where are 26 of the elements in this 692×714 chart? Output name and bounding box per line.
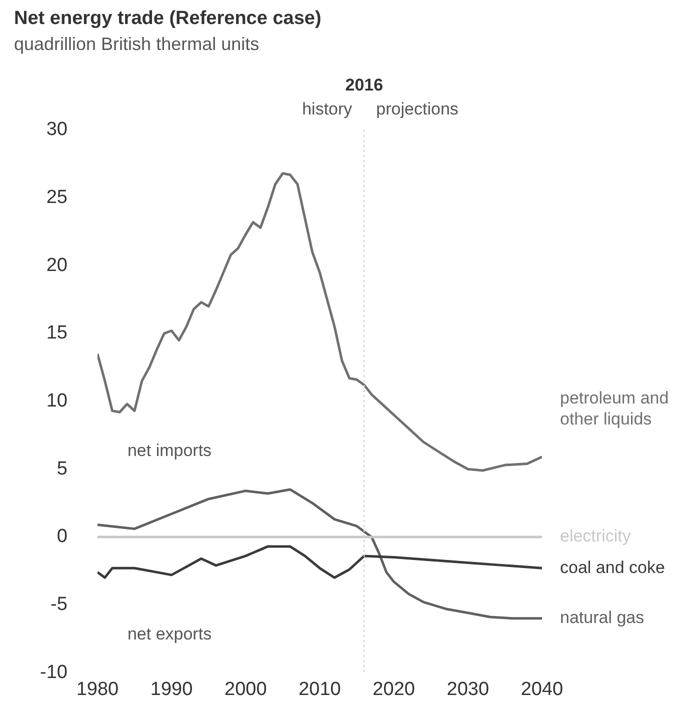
x-tick-label: 1980 <box>76 679 119 700</box>
y-tick-label: 0 <box>56 526 68 548</box>
annotation: net imports <box>127 441 212 460</box>
y-tick-label: -5 <box>50 594 68 616</box>
text: projections <box>376 100 458 119</box>
x-tick-label: 2010 <box>298 679 341 700</box>
y-tick-label: 15 <box>46 322 68 344</box>
x-tick-label: 2040 <box>520 679 564 700</box>
y-tick-label: 5 <box>56 458 68 480</box>
x-tick-label: 2000 <box>224 679 267 700</box>
ref-line-label: 2016 <box>345 76 384 95</box>
annotation: net exports <box>127 624 212 644</box>
x-tick-label: 2030 <box>446 679 490 700</box>
y-tick-label: 30 <box>46 119 68 140</box>
chart-title: Net energy trade (Reference case) <box>14 8 322 30</box>
y-tick-label: 25 <box>46 187 68 208</box>
text: history <box>302 100 353 119</box>
x-tick-label: 1990 <box>150 679 193 700</box>
y-tick-label: 10 <box>46 390 68 412</box>
series-label: coal and coke <box>560 558 665 577</box>
y-tick-label: 20 <box>46 254 68 276</box>
y-tick-label: -10 <box>40 662 68 683</box>
series-label: petroleum and other liquids <box>560 388 669 429</box>
series-label: natural gas <box>560 608 644 628</box>
x-tick-label: 2020 <box>372 679 415 700</box>
chart-subtitle: quadrillion British thermal units <box>14 34 260 55</box>
